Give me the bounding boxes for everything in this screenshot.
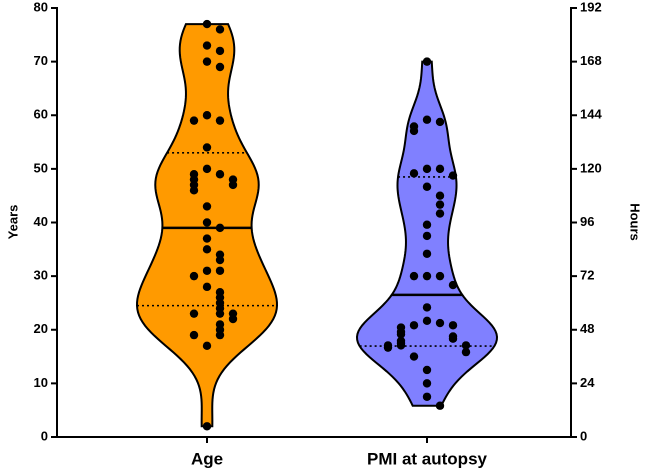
y2-axis-label: Hours — [628, 203, 643, 241]
data-point — [215, 255, 225, 265]
y-tick-label: 80 — [34, 0, 48, 14]
data-point — [422, 115, 432, 124]
y2-tick-label: 72 — [580, 268, 594, 283]
data-point — [409, 169, 419, 178]
data-point — [435, 318, 445, 328]
data-point — [435, 401, 445, 410]
data-point — [202, 57, 212, 66]
data-point — [422, 392, 432, 401]
y-tick-label: 20 — [34, 321, 48, 336]
data-point — [202, 41, 212, 50]
data-point — [215, 309, 225, 318]
y2-tick-label: 120 — [580, 160, 602, 175]
data-point — [202, 234, 212, 243]
data-point — [202, 341, 212, 351]
data-point — [435, 164, 445, 174]
y-tick-label: 40 — [34, 214, 48, 229]
data-point — [422, 164, 432, 174]
data-point — [215, 223, 225, 233]
data-point — [228, 180, 238, 190]
data-point — [215, 46, 225, 56]
data-point — [448, 334, 458, 343]
data-point — [422, 249, 432, 258]
data-point — [189, 330, 199, 340]
data-point — [202, 245, 212, 254]
data-point — [215, 266, 225, 275]
data-point — [202, 266, 212, 275]
y2-tick-label: 0 — [580, 428, 587, 443]
data-point — [396, 330, 406, 339]
y-axis-label: Years — [5, 205, 20, 240]
y-tick-label: 30 — [34, 268, 48, 283]
data-point — [215, 170, 225, 179]
data-point — [435, 200, 445, 209]
data-point — [409, 352, 419, 361]
data-point — [461, 347, 471, 357]
data-point — [202, 218, 212, 227]
data-point — [435, 209, 445, 218]
data-point — [202, 111, 212, 120]
data-point — [215, 25, 225, 34]
data-point — [215, 62, 225, 72]
data-point — [383, 343, 393, 352]
data-point — [189, 271, 199, 281]
x-tick-label: Age — [191, 449, 223, 468]
data-point — [422, 379, 432, 388]
data-point — [202, 422, 212, 431]
data-point — [409, 321, 419, 330]
data-point — [215, 116, 225, 125]
data-point — [435, 191, 445, 200]
data-point — [422, 271, 432, 281]
data-point — [202, 143, 212, 152]
data-point — [448, 280, 458, 290]
x-tick-label: PMI at autopsy — [367, 449, 488, 468]
data-point — [448, 321, 458, 330]
data-point — [189, 186, 199, 195]
data-point — [422, 231, 432, 241]
data-point — [189, 116, 199, 125]
data-point — [422, 316, 432, 326]
y-tick-label: 50 — [34, 160, 48, 175]
data-point — [435, 271, 445, 281]
y2-tick-label: 144 — [580, 107, 602, 122]
data-point — [202, 202, 212, 211]
data-point — [409, 271, 419, 281]
y-tick-label: 0 — [41, 428, 48, 443]
data-point — [435, 117, 445, 127]
data-point — [202, 282, 212, 292]
y2-tick-label: 96 — [580, 214, 594, 229]
data-point — [448, 171, 458, 180]
data-point — [215, 330, 225, 340]
y-tick-label: 10 — [34, 375, 48, 390]
data-point — [202, 19, 212, 29]
data-point — [228, 314, 238, 324]
data-point — [422, 365, 432, 375]
y2-tick-label: 168 — [580, 53, 602, 68]
y2-tick-label: 48 — [580, 321, 594, 336]
data-point — [422, 303, 432, 312]
y2-tick-label: 192 — [580, 0, 602, 14]
data-point — [189, 309, 199, 318]
y2-tick-label: 24 — [580, 375, 595, 390]
data-point — [396, 341, 406, 350]
data-point — [202, 164, 212, 174]
data-point — [409, 126, 419, 136]
data-point — [461, 341, 471, 350]
y-tick-label: 70 — [34, 53, 48, 68]
data-point — [422, 220, 432, 229]
data-point — [422, 57, 432, 66]
y-tick-label: 60 — [34, 107, 48, 122]
data-point — [422, 182, 432, 191]
